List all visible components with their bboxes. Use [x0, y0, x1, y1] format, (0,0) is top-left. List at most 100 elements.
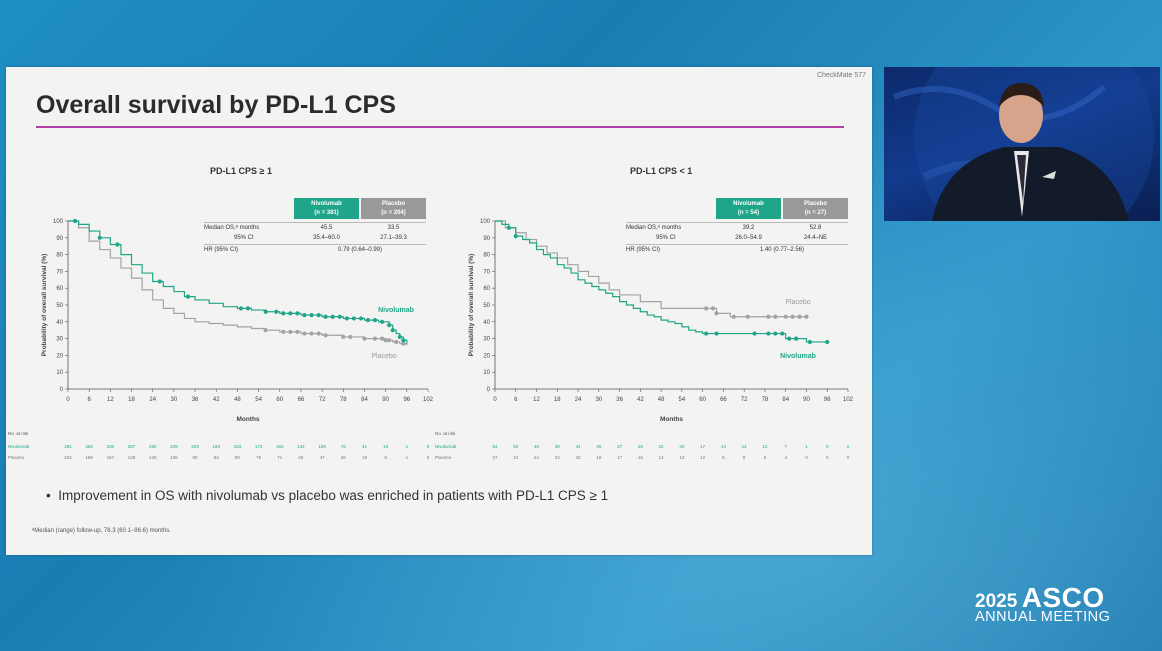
nivolumab-censor-mark: [401, 338, 406, 343]
title-divider: [36, 126, 844, 128]
y-tick-label: 100: [53, 219, 64, 225]
placebo-censor-mark: [288, 329, 293, 334]
risk-value-nivolumab: 193: [212, 444, 220, 449]
y-tick-label: 10: [56, 370, 63, 376]
risk-value-nivolumab: 1: [406, 444, 409, 449]
table-row: HR (95% CI) 0.79 (0.64–0.99): [204, 244, 426, 255]
placebo-censor-mark: [323, 333, 328, 338]
nivolumab-censor-mark: [330, 314, 335, 319]
x-tick-label: 12: [107, 397, 114, 403]
y-tick-label: 0: [60, 387, 64, 393]
risk-value-nivolumab: 7: [784, 444, 787, 449]
nivolumab-censor-mark: [302, 312, 307, 318]
nivolumab-censor-mark: [245, 306, 251, 311]
nivolumab-censor-mark: [323, 314, 328, 319]
nivolumab-censor-mark: [72, 218, 78, 224]
risk-header: No. at risk: [8, 431, 29, 436]
nivolumab-censor-mark: [825, 339, 830, 345]
speaker-video: [884, 67, 1160, 221]
placebo-censor-mark: [383, 338, 388, 343]
table-row: 95% CI 35.4–60.0 27.1–39.3: [234, 235, 407, 241]
nivolumab-curve-label: Nivolumab: [378, 307, 414, 314]
risk-value-placebo: 36: [341, 455, 347, 460]
risk-value-nivolumab: 12: [762, 444, 768, 449]
nivolumab-censor-mark: [380, 319, 385, 324]
x-tick-label: 48: [234, 397, 241, 403]
table-row: HR (95% CI) 1.40 (0.77–2.56): [626, 244, 848, 255]
placebo-censor-mark: [797, 314, 802, 319]
risk-row-label-nivolumab: Nivolumab: [8, 444, 30, 449]
placebo-curve-label: Placebo: [371, 353, 396, 360]
study-tag: CheckMate 577: [816, 72, 866, 79]
risk-value-nivolumab: 41: [362, 444, 368, 449]
x-tick-label: 90: [803, 397, 810, 403]
nivolumab-censor-mark: [513, 234, 518, 239]
nivolumab-censor-mark: [97, 235, 102, 240]
placebo-censor-mark: [362, 336, 367, 341]
nivolumab-censor-mark: [787, 336, 792, 341]
risk-value-placebo: 12: [700, 455, 706, 460]
nivolumab-censor-mark: [714, 331, 719, 336]
y-tick-label: 50: [483, 303, 490, 309]
placebo-censor-mark: [372, 336, 378, 341]
risk-value-nivolumab: 134: [297, 444, 305, 449]
placebo-survival-curve: [495, 220, 807, 318]
y-tick-label: 70: [56, 269, 63, 275]
risk-row-label-placebo: Placebo: [8, 455, 25, 460]
risk-value-placebo: 126: [149, 455, 157, 460]
nivolumab-censor-mark: [263, 309, 268, 314]
y-tick-label: 40: [56, 320, 63, 326]
risk-value-placebo: 0: [805, 455, 808, 460]
placebo-curve-label: Placebo: [785, 299, 810, 306]
x-tick-label: 6: [88, 397, 92, 403]
x-tick-label: 84: [782, 397, 789, 403]
nivolumab-censor-mark: [752, 331, 757, 336]
risk-value-nivolumab: 39: [555, 444, 561, 449]
nivolumab-survival-curve: [495, 220, 828, 343]
left-stats-table: Nivolumab (n = 381) Placebo (n = 204) Medi…: [204, 198, 426, 254]
speaker-image: [892, 67, 1154, 221]
slide-title: Overall survival by PD-L1 CPS: [36, 91, 396, 119]
risk-value-nivolumab: 54: [492, 444, 498, 449]
placebo-censor-mark: [309, 331, 314, 336]
risk-value-placebo: 75: [256, 455, 262, 460]
risk-value-nivolumab: 14: [721, 444, 727, 449]
risk-value-placebo: 8: [384, 455, 387, 460]
x-tick-label: 72: [319, 397, 326, 403]
risk-value-nivolumab: 360: [85, 444, 93, 449]
risk-value-placebo: 19: [362, 455, 368, 460]
nivolumab-censor-mark: [281, 311, 286, 316]
placebo-censor-mark: [766, 314, 771, 319]
risk-value-placebo: 19: [596, 455, 602, 460]
x-tick-label: 66: [298, 397, 305, 403]
risk-value-nivolumab: 1: [805, 444, 808, 449]
risk-value-placebo: 0: [826, 455, 829, 460]
risk-value-nivolumab: 183: [234, 444, 242, 449]
placebo-censor-mark: [401, 341, 406, 346]
right-panel-title: PD-L1 CPS < 1: [630, 166, 693, 176]
x-tick-label: 54: [679, 397, 686, 403]
placebo-censor-mark: [316, 331, 321, 336]
x-tick-label: 24: [149, 397, 156, 403]
x-tick-label: 30: [171, 397, 178, 403]
placebo-censor-mark: [341, 334, 346, 340]
nivolumab-censor-mark: [274, 309, 279, 314]
y-tick-label: 100: [480, 219, 491, 225]
nivolumab-censor-mark: [351, 316, 356, 321]
risk-value-placebo: 5: [764, 455, 767, 460]
x-tick-label: 42: [637, 397, 644, 403]
risk-value-nivolumab: 17: [700, 444, 706, 449]
y-tick-label: 80: [56, 253, 63, 259]
left-niv-header: Nivolumab (n = 381): [294, 198, 359, 219]
x-tick-label: 0: [493, 397, 497, 403]
risk-value-placebo: 80: [235, 455, 241, 460]
x-tick-label: 102: [423, 397, 434, 403]
y-tick-label: 10: [483, 370, 490, 376]
nivolumab-censor-mark: [337, 314, 342, 319]
risk-value-nivolumab: 20: [679, 444, 685, 449]
x-axis-label: Months: [236, 416, 259, 423]
x-tick-label: 60: [276, 397, 283, 403]
nivolumab-censor-mark: [372, 318, 378, 323]
risk-value-nivolumab: 287: [128, 444, 136, 449]
